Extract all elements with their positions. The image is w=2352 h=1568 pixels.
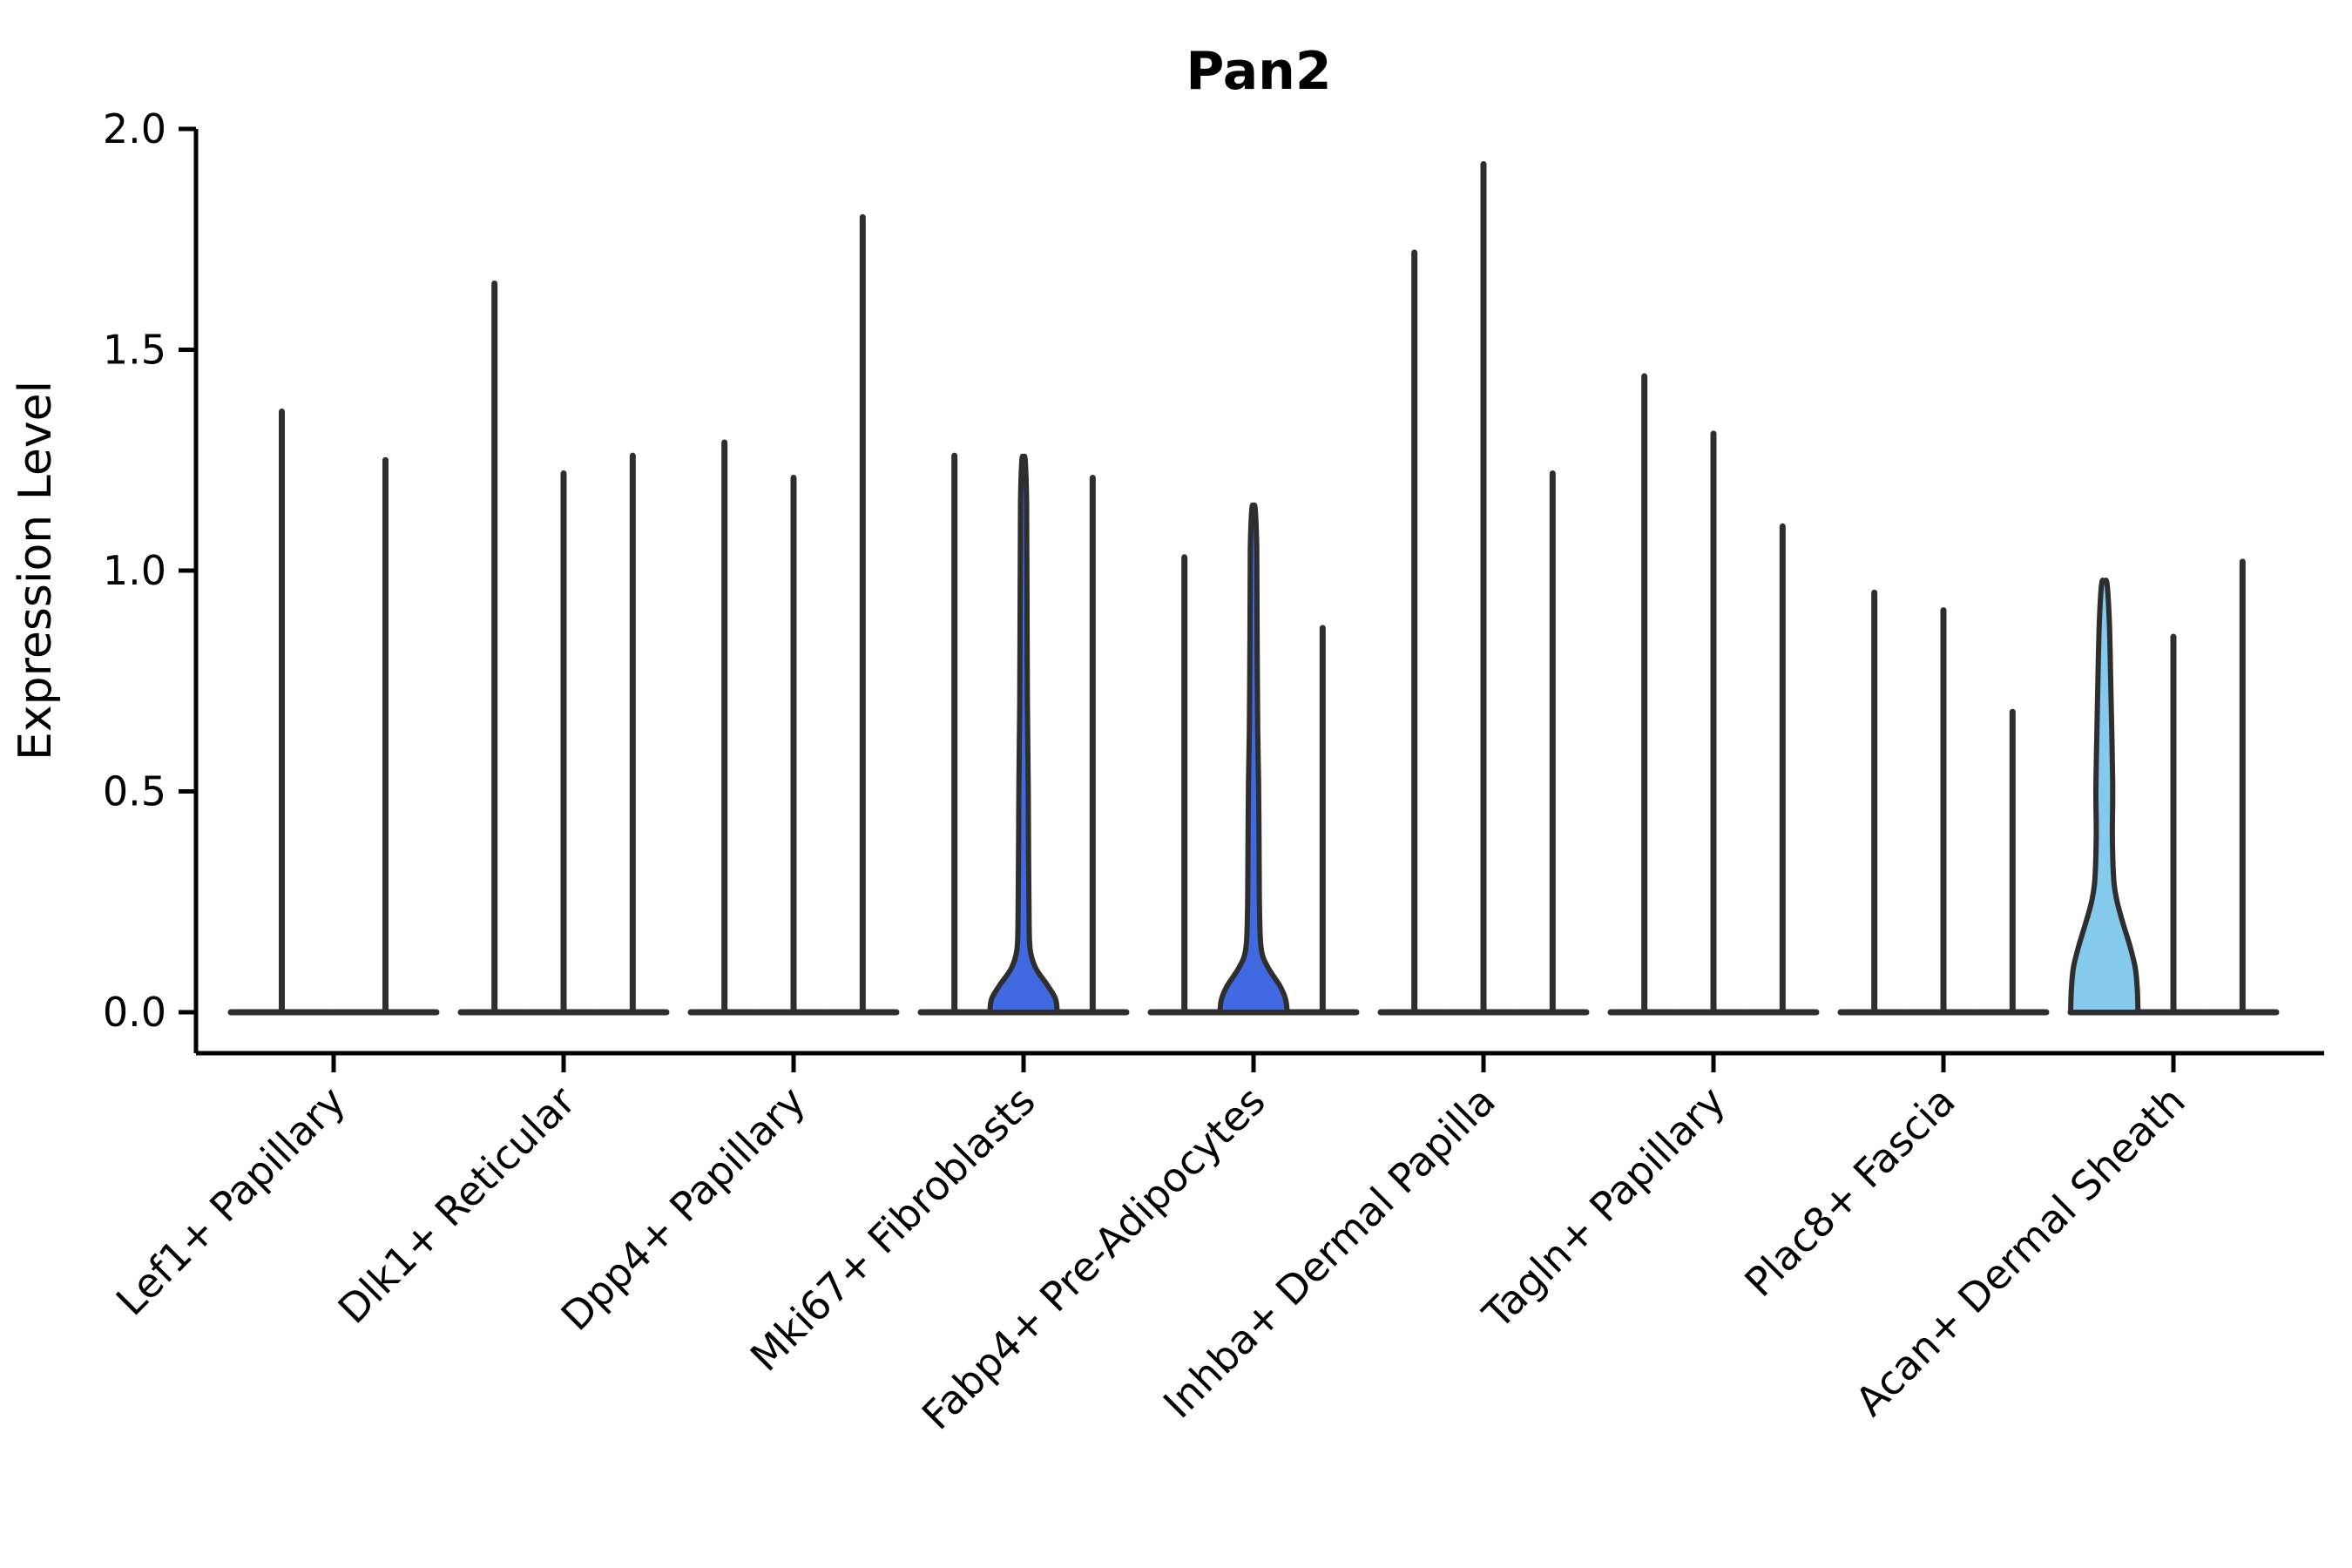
x-category-label: Dpp4+ Papillary [552,1078,814,1340]
x-category-label: Dlk1+ Reticular [329,1078,585,1333]
violin-body-sky_blue [2068,578,2141,1015]
x-category-label: Lef1+ Papillary [107,1078,355,1325]
x-category-label: Tagln+ Papillary [1473,1078,1734,1339]
y-tick-label: 1.5 [103,327,166,374]
y-tick-label: 0.0 [103,989,166,1036]
violin-body-royal_blue [987,453,1060,1015]
y-tick-label: 0.5 [103,768,166,815]
violin-body-royal_blue [1217,502,1290,1015]
x-category-label: Plac8+ Fascia [1735,1078,1963,1306]
chart-title: Pan2 [1186,41,1331,102]
y-axis-label: Expression Level [10,381,62,760]
y-tick-label: 1.0 [103,547,166,594]
y-tick-label: 2.0 [103,105,166,152]
